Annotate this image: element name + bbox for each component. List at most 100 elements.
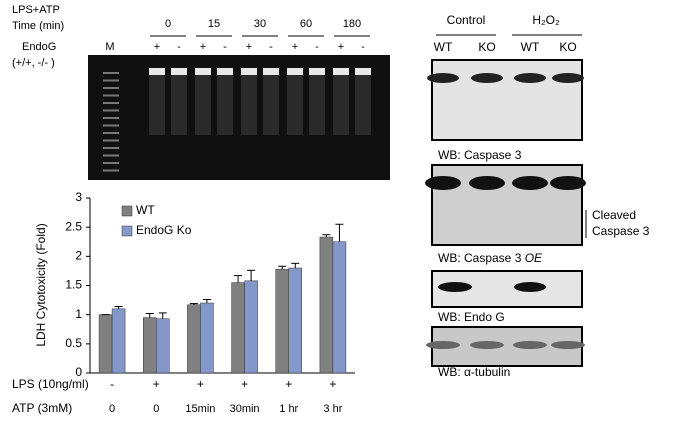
- lane-label: WT: [434, 40, 453, 54]
- ladder-band: [103, 87, 119, 89]
- time-label: 0: [165, 18, 171, 30]
- lps-label: +: [153, 377, 160, 391]
- caption-text: WB: Caspase 3: [438, 251, 525, 265]
- bar: [332, 241, 347, 374]
- genotype-sign: -: [361, 41, 365, 53]
- group-label: Control: [447, 13, 486, 27]
- y-tick-label: 1.5: [65, 278, 82, 292]
- legend-swatch: [121, 205, 133, 217]
- legend-label: WT: [136, 203, 155, 217]
- gel-band: [171, 68, 187, 75]
- genotype-sign: -: [269, 41, 273, 53]
- lane-label: WT: [521, 40, 540, 54]
- gel-band: [149, 68, 165, 75]
- gel-time-label: Time (min): [12, 20, 64, 32]
- blot-band: [550, 176, 586, 190]
- gel-band: [333, 68, 349, 75]
- gel-smear: [241, 75, 257, 135]
- gel-band: [241, 68, 257, 75]
- bar: [200, 302, 214, 374]
- x-tick-label: 1 hr: [279, 403, 298, 415]
- lps-label: +: [241, 377, 248, 391]
- ladder-band: [103, 162, 119, 164]
- lane-label: KO: [478, 40, 495, 54]
- x-tick-label: 30min: [230, 403, 260, 415]
- ladder-band: [103, 72, 119, 74]
- gel-band: [309, 68, 325, 75]
- blot-band: [552, 73, 584, 83]
- time-label: 15: [208, 18, 220, 30]
- blot-band: [427, 73, 459, 83]
- caption-oe: OE: [525, 251, 543, 265]
- genotype-sign: +: [246, 41, 252, 53]
- blot-caption: WB: Endo G: [438, 310, 505, 324]
- gel-smear: [309, 75, 325, 135]
- blot-caption: WB: Caspase 3: [438, 148, 522, 162]
- row-label: LPS (10ng/ml): [12, 377, 89, 391]
- gel-marker: M: [105, 41, 114, 53]
- blots: [431, 59, 583, 367]
- legend-label: EndoG Ko: [136, 223, 192, 237]
- bar: [244, 280, 258, 374]
- y-tick-label: 2: [75, 249, 82, 263]
- blot-band: [513, 341, 547, 349]
- cleaved-label: Caspase 3: [592, 224, 650, 238]
- bar: [231, 282, 245, 374]
- ladder-band: [103, 169, 119, 172]
- bar: [111, 308, 126, 374]
- gel-smear: [171, 75, 187, 135]
- x-tick-label: 3 hr: [323, 403, 342, 415]
- blot-band: [512, 176, 548, 190]
- ladder-band: [103, 109, 119, 112]
- blot-band: [514, 282, 546, 292]
- gel-smear: [287, 75, 303, 135]
- y-tick-label: 0: [75, 365, 82, 379]
- gel-smear: [355, 75, 371, 135]
- x-tick-label: 0: [109, 403, 115, 415]
- ladder-band: [103, 79, 119, 82]
- gel-smear: [263, 75, 279, 135]
- lps-label: +: [197, 377, 204, 391]
- lps-label: +: [329, 377, 336, 391]
- group-label: H₂O₂: [532, 13, 560, 27]
- gel-band: [195, 68, 211, 75]
- bar: [319, 236, 334, 374]
- ladder-band: [103, 139, 119, 142]
- y-tick-label: 2.5: [65, 219, 82, 233]
- gel-smear: [217, 75, 233, 135]
- genotype-sign: -: [223, 41, 227, 53]
- gel-treatment: LPS+ATP: [12, 4, 60, 16]
- lane-label: KO: [559, 40, 576, 54]
- lps-label: +: [285, 377, 292, 391]
- gel-smear: [149, 75, 165, 135]
- bar: [156, 318, 170, 374]
- gel-band: [355, 68, 371, 75]
- genotype-sign: +: [200, 41, 206, 53]
- row-label: ATP (3mM): [12, 401, 72, 415]
- bar: [275, 268, 289, 374]
- time-label: 180: [343, 18, 361, 30]
- x-tick-label: 15min: [185, 403, 215, 415]
- blot-band: [551, 341, 585, 349]
- ladder-band: [103, 147, 119, 149]
- genotype-sign: +: [154, 41, 160, 53]
- genotype-sign: +: [292, 41, 298, 53]
- blot-band: [426, 341, 460, 349]
- bar: [143, 317, 157, 374]
- genotype-sign: -: [315, 41, 319, 53]
- blot-band: [425, 176, 461, 190]
- gel-smear: [333, 75, 349, 135]
- y-tick-label: 1: [75, 307, 82, 321]
- blot-band: [469, 176, 505, 190]
- bar: [98, 314, 113, 374]
- gel-endog: EndoG: [22, 41, 56, 53]
- y-tick-label: 3: [75, 190, 82, 204]
- ladder-band: [103, 117, 119, 119]
- gel-band: [217, 68, 233, 75]
- blot-band: [471, 73, 503, 83]
- blot-band: [470, 341, 504, 349]
- blot-band: [514, 73, 546, 83]
- bar: [288, 267, 302, 374]
- gel-band: [263, 68, 279, 75]
